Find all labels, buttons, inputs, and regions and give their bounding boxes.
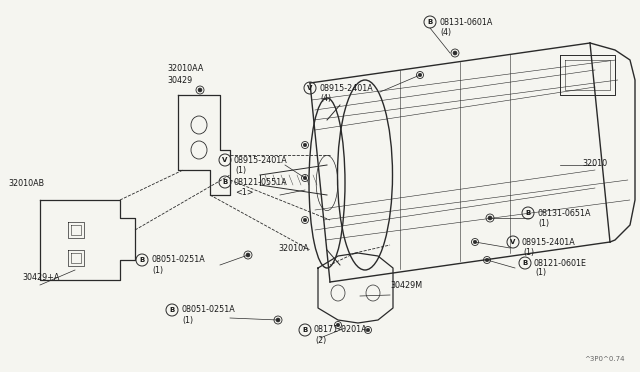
Text: 30429: 30429 bbox=[167, 76, 192, 84]
Text: B: B bbox=[428, 19, 433, 25]
Circle shape bbox=[198, 88, 202, 92]
Text: 08121-0601E: 08121-0601E bbox=[534, 259, 587, 267]
Circle shape bbox=[336, 323, 340, 327]
Circle shape bbox=[246, 253, 250, 257]
Text: (1): (1) bbox=[535, 269, 546, 278]
Text: 08051-0251A: 08051-0251A bbox=[151, 256, 205, 264]
Text: <1>: <1> bbox=[235, 187, 253, 196]
Text: 08915-2401A: 08915-2401A bbox=[234, 155, 288, 164]
Text: 30429+A: 30429+A bbox=[22, 273, 60, 282]
Text: B: B bbox=[522, 260, 527, 266]
Text: 30429M: 30429M bbox=[390, 280, 422, 289]
Text: ^3P0^0.74: ^3P0^0.74 bbox=[584, 356, 625, 362]
Circle shape bbox=[419, 73, 422, 77]
Text: B: B bbox=[525, 210, 531, 216]
Text: 08051-0251A: 08051-0251A bbox=[181, 305, 235, 314]
Circle shape bbox=[303, 143, 307, 147]
Circle shape bbox=[366, 328, 370, 332]
Text: (1): (1) bbox=[523, 247, 534, 257]
Text: (4): (4) bbox=[320, 93, 331, 103]
Text: 32010: 32010 bbox=[582, 158, 607, 167]
Text: 08131-0651A: 08131-0651A bbox=[537, 208, 591, 218]
Text: 32010A: 32010A bbox=[278, 244, 308, 253]
Circle shape bbox=[303, 176, 307, 180]
Text: 32010AB: 32010AB bbox=[8, 179, 44, 187]
Text: 08915-2401A: 08915-2401A bbox=[522, 237, 576, 247]
Circle shape bbox=[473, 240, 477, 244]
Text: 32010AA: 32010AA bbox=[167, 64, 204, 73]
Text: (1): (1) bbox=[235, 166, 246, 174]
Text: (4): (4) bbox=[440, 28, 451, 36]
Text: V: V bbox=[222, 157, 228, 163]
Text: 08915-2401A: 08915-2401A bbox=[319, 83, 372, 93]
Text: (1): (1) bbox=[538, 218, 549, 228]
Circle shape bbox=[488, 216, 492, 220]
Text: 08171-0201A: 08171-0201A bbox=[314, 326, 367, 334]
Circle shape bbox=[485, 258, 489, 262]
Text: (1): (1) bbox=[152, 266, 163, 275]
Text: (2): (2) bbox=[315, 336, 326, 344]
Text: B: B bbox=[302, 327, 308, 333]
Text: 08121-0551A: 08121-0551A bbox=[234, 177, 288, 186]
Text: V: V bbox=[307, 85, 313, 91]
Text: V: V bbox=[510, 239, 516, 245]
Circle shape bbox=[303, 218, 307, 222]
Circle shape bbox=[276, 318, 280, 322]
Text: (1): (1) bbox=[182, 315, 193, 324]
Circle shape bbox=[453, 51, 457, 55]
Text: 08131-0601A: 08131-0601A bbox=[439, 17, 492, 26]
Text: B: B bbox=[140, 257, 145, 263]
Text: B: B bbox=[222, 179, 228, 185]
Text: B: B bbox=[170, 307, 175, 313]
